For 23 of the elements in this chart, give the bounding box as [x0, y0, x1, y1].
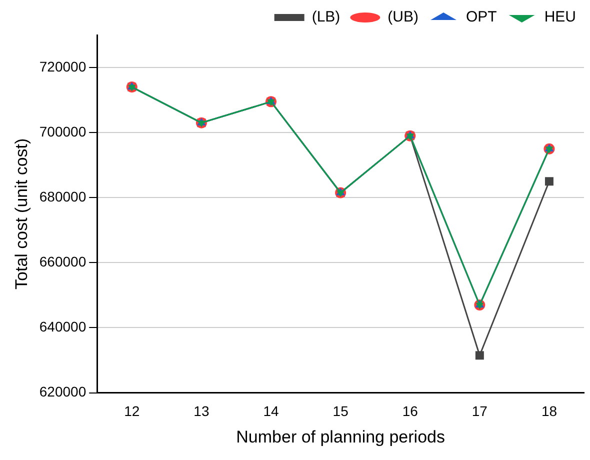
- x-axis-title: Number of planning periods: [236, 427, 445, 446]
- x-tick-label: 15: [332, 403, 349, 420]
- point: [544, 177, 554, 186]
- point: [476, 302, 484, 310]
- y-axis-title: Total cost (unit cost): [12, 138, 31, 290]
- y-tick-label: 700000: [39, 123, 86, 140]
- legend-label: (LB): [312, 8, 340, 26]
- y-tick-label: 640000: [39, 318, 86, 335]
- point: [475, 351, 484, 360]
- y-tick-label: 680000: [39, 188, 86, 204]
- x-tick-label: 12: [124, 403, 140, 420]
- legend-label: HEU: [544, 8, 576, 26]
- y-tick-label: 660000: [39, 254, 86, 270]
- legend-label: (UB): [388, 8, 418, 26]
- x-tick-label: 13: [194, 403, 210, 420]
- x-tick-label: 16: [402, 403, 418, 420]
- x-tick-label: 18: [541, 403, 558, 420]
- y-tick-label: 720000: [39, 58, 86, 74]
- x-tick-label: 14: [263, 403, 279, 420]
- x-tick-label: 17: [472, 403, 488, 420]
- y-tick-label: 620000: [39, 384, 86, 400]
- legend-label: OPT: [466, 8, 497, 26]
- point: [545, 146, 554, 154]
